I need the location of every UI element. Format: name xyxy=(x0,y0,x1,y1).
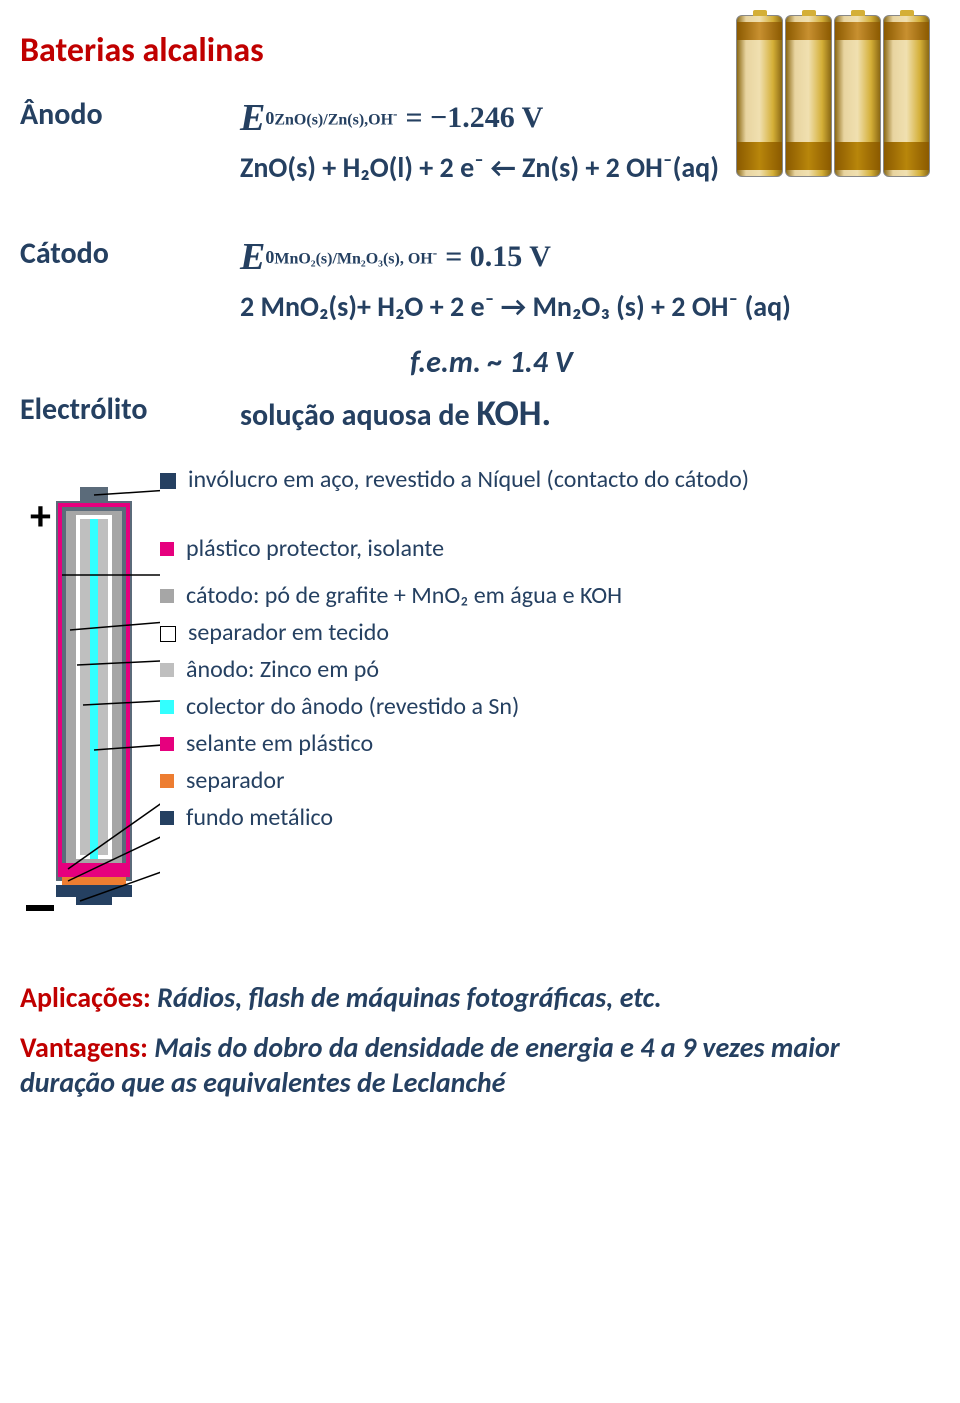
diagram-label-text: colector do ânodo (revestido a Sn) xyxy=(186,692,519,721)
marker-icon xyxy=(160,473,176,489)
diagram-label-row: ânodo: Zinco em pó xyxy=(160,655,940,684)
marker-icon xyxy=(160,700,174,714)
anode-eq-sub: ZnO(s)/Zn(s),OH xyxy=(274,112,393,129)
diagram-label-row: colector do ânodo (revestido a Sn) xyxy=(160,692,940,721)
diagram-label-row: fundo metálico xyxy=(160,803,940,832)
battery-diagram-section: + xyxy=(20,465,940,950)
diagram-label-text: separador xyxy=(186,766,284,795)
marker-icon xyxy=(160,774,174,788)
cathode-row: Cátodo E0MnO₂(s)/Mn₂O₃(s), OH- = 0.15 V xyxy=(20,235,940,279)
anode-eq-value: = −1.246 V xyxy=(406,101,544,135)
cathode-eq-value: = 0.15 V xyxy=(445,240,551,274)
battery-cell xyxy=(883,15,930,177)
diagram-label-text: cátodo: pó de grafite + MnO₂ em água e K… xyxy=(186,581,622,610)
battery-cell xyxy=(834,15,881,177)
cathode-reaction: 2 MnO₂(s)+ H₂O + 2 e⁻ → Mn₂O₃ (s) + 2 OH… xyxy=(240,289,940,324)
marker-icon xyxy=(160,626,176,642)
applications-line: Aplicações: Rádios, flash de máquinas fo… xyxy=(20,980,940,1015)
cathode-label: Cátodo xyxy=(20,235,240,272)
advantages-line: Vantagens: Mais do dobro da densidade de… xyxy=(20,1030,940,1100)
electrolyte-text: solução aquosa de KOH. xyxy=(240,391,940,435)
cathode-eq-minus: - xyxy=(433,245,437,260)
electrolyte-row: Electrólito solução aquosa de KOH. xyxy=(20,391,940,435)
fem-value: f.e.m. ~ 1.4 V xyxy=(410,344,940,381)
anode-eq-minus: - xyxy=(393,106,397,121)
diagram-label-row: plástico protector, isolante xyxy=(160,534,940,563)
svg-text:+: + xyxy=(30,491,51,542)
battery-cross-section: + xyxy=(20,465,160,950)
advantages-label: Vantagens: xyxy=(20,1030,148,1065)
electrolyte-prefix: solução aquosa de xyxy=(240,397,476,434)
diagram-label-text: ânodo: Zinco em pó xyxy=(186,655,379,684)
applications-text: Rádios, flash de máquinas fotográficas, … xyxy=(151,980,662,1015)
marker-icon xyxy=(160,589,174,603)
electrolyte-koh: KOH. xyxy=(476,391,551,435)
diagram-label-text: invólucro em aço, revestido a Níquel (co… xyxy=(188,465,749,494)
diagram-labels: invólucro em aço, revestido a Níquel (co… xyxy=(160,465,940,840)
diagram-label-row: invólucro em aço, revestido a Níquel (co… xyxy=(160,465,940,494)
diagram-label-row: separador xyxy=(160,766,940,795)
marker-icon xyxy=(160,663,174,677)
cathode-equation: E0MnO₂(s)/Mn₂O₃(s), OH- = 0.15 V xyxy=(240,235,940,279)
marker-icon xyxy=(160,737,174,751)
diagram-label-text: separador em tecido xyxy=(188,618,389,647)
diagram-label-text: plástico protector, isolante xyxy=(186,534,444,563)
diagram-label-text: selante em plástico xyxy=(186,729,373,758)
cathode-eq-sub: MnO₂(s)/Mn₂O₃(s), OH xyxy=(274,251,432,268)
battery-cell xyxy=(736,15,783,177)
marker-icon xyxy=(160,542,174,556)
applications-label: Aplicações: xyxy=(20,980,151,1015)
marker-icon xyxy=(160,811,174,825)
battery-cell xyxy=(785,15,832,177)
diagram-label-row: selante em plástico xyxy=(160,729,940,758)
diagram-label-text: fundo metálico xyxy=(186,803,333,832)
diagram-label-row: cátodo: pó de grafite + MnO₂ em água e K… xyxy=(160,581,940,610)
batteries-photo xyxy=(736,15,930,177)
diagram-label-row: separador em tecido xyxy=(160,618,940,647)
anode-label: Ânodo xyxy=(20,96,240,133)
electrolyte-label: Electrólito xyxy=(20,391,240,428)
